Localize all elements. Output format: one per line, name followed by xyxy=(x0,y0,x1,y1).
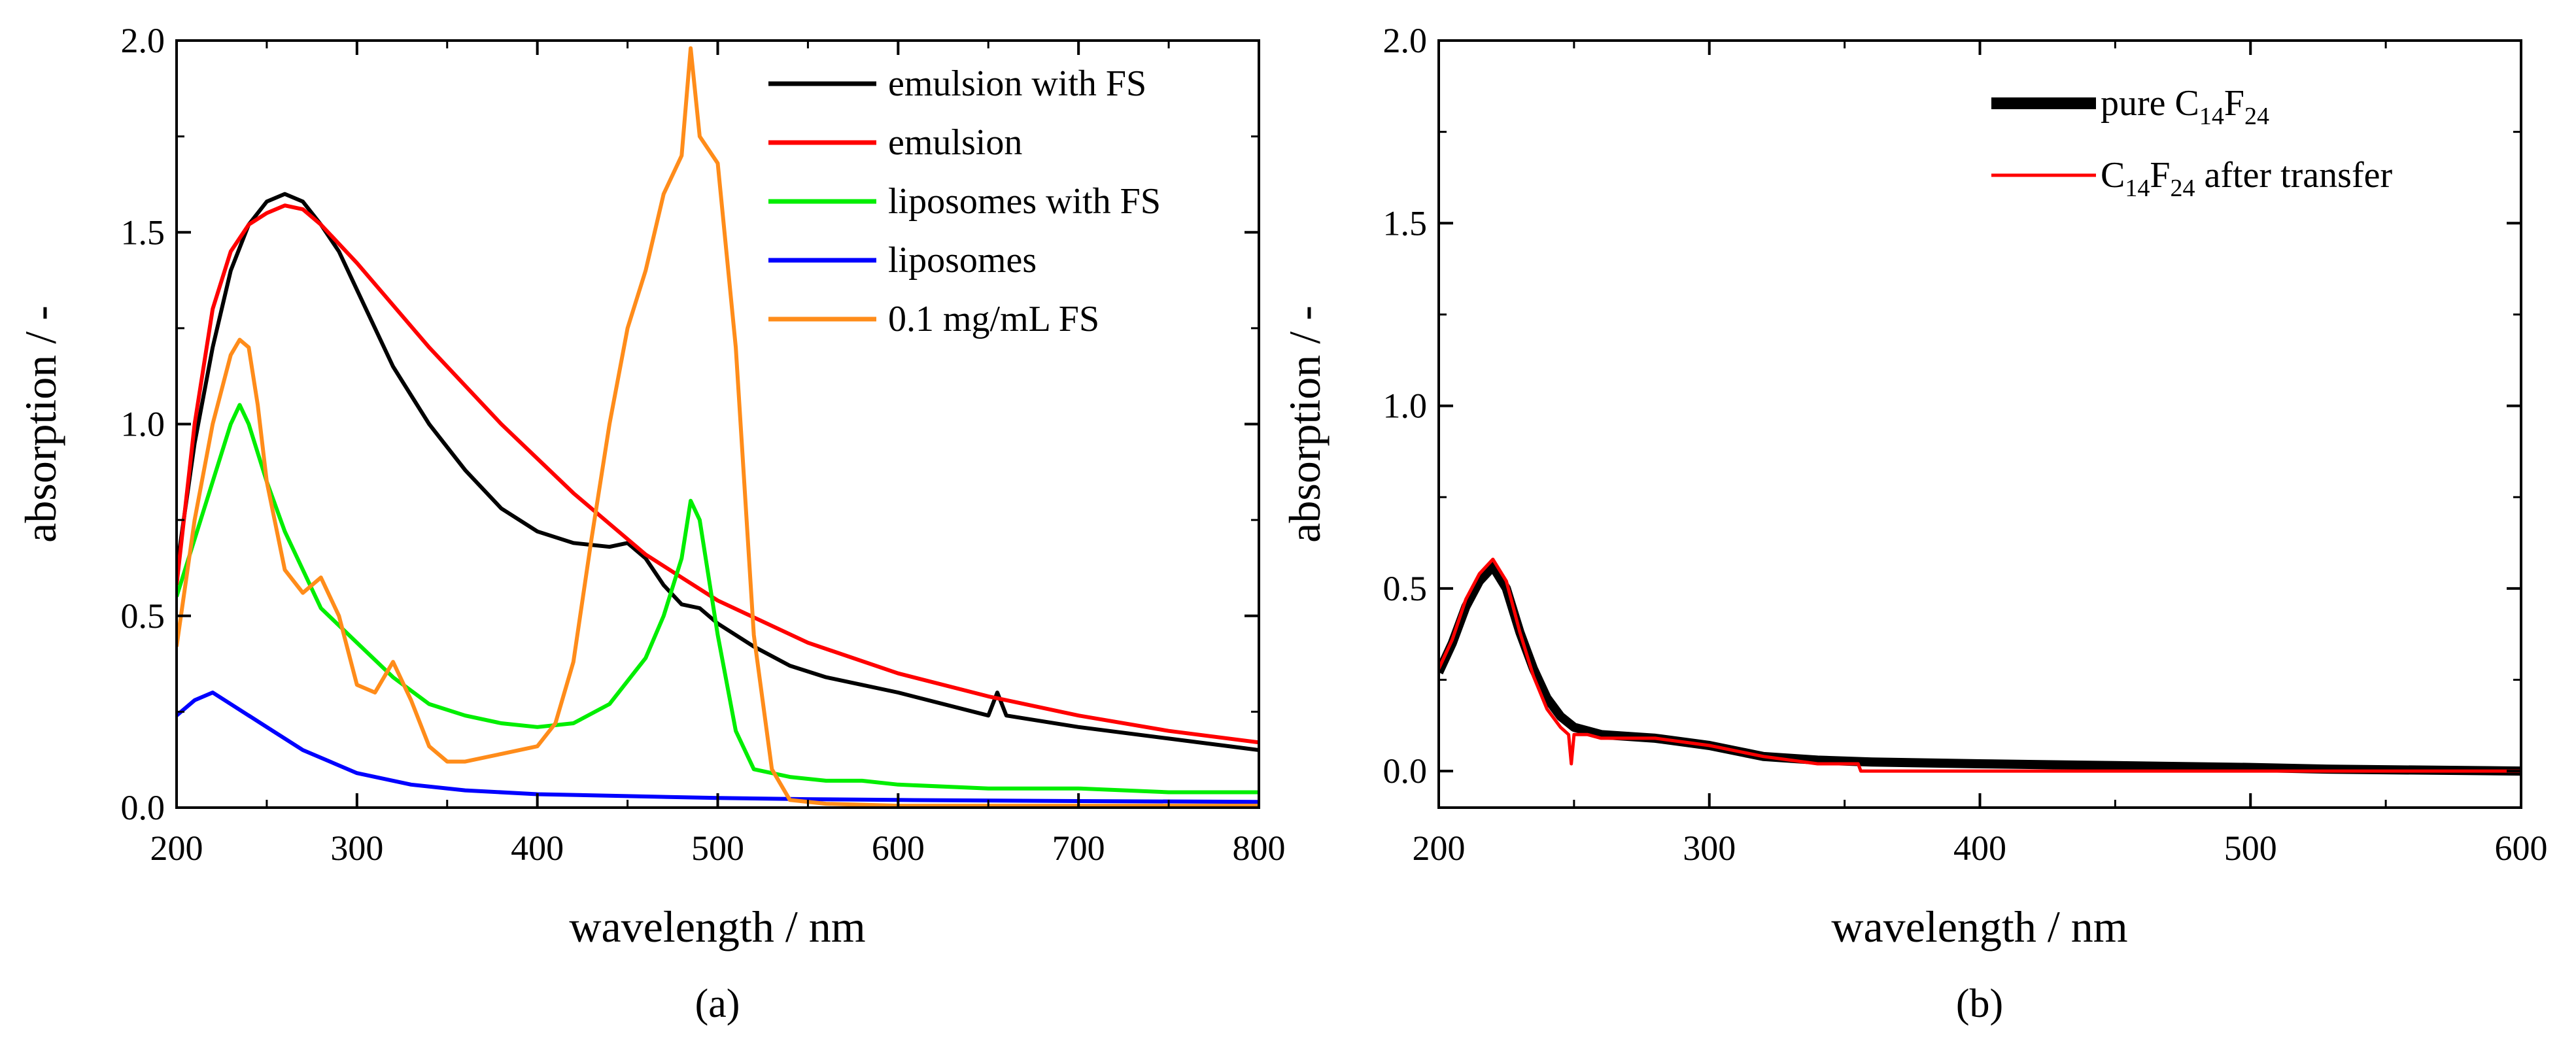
x-tick-label: 600 xyxy=(872,829,925,868)
x-tick-label: 500 xyxy=(2224,829,2277,868)
series-line-2 xyxy=(177,203,1259,745)
legend-entry: liposomes with FS xyxy=(888,181,1161,222)
y-tick-label: 0.5 xyxy=(121,596,165,636)
y-axis-title: absorption / - xyxy=(1280,305,1330,543)
y-tick-label: 1.0 xyxy=(121,405,165,444)
legend: emulsion with FS emulsion liposomes with F… xyxy=(768,63,1161,339)
panel-label: (a) xyxy=(695,982,740,1026)
x-axis-title: wavelength / nm xyxy=(1831,902,2127,951)
series-line-4 xyxy=(177,691,1259,804)
legend-entry: emulsion with FS xyxy=(888,63,1146,104)
plot-frame xyxy=(175,39,1260,809)
series-line-3 xyxy=(177,403,1259,795)
x-tick-label: 400 xyxy=(1953,829,2006,868)
series-line-2 xyxy=(1439,557,2521,773)
y-tick-label: 1.5 xyxy=(121,213,165,252)
chart-panel-a: 200 300 400 500 600 700 800 0.0 0.5 1.0 1.5 2.0 wave… xyxy=(16,21,1286,1026)
y-tick-label: 2.0 xyxy=(1383,21,1428,60)
x-tick-label: 700 xyxy=(1052,829,1105,868)
y-tick-label: 0.5 xyxy=(1383,569,1428,608)
y-tick-label: 1.5 xyxy=(1383,203,1428,243)
x-tick-label: 500 xyxy=(691,829,744,868)
y-tick-label: 0.0 xyxy=(121,788,165,827)
x-axis-title: wavelength / nm xyxy=(569,902,865,951)
series-line-1 xyxy=(177,192,1259,752)
plot-area xyxy=(177,46,1259,808)
x-tick-label: 200 xyxy=(150,829,203,868)
series-line-1 xyxy=(1439,562,2521,776)
x-tick-label: 200 xyxy=(1413,829,1466,868)
plot-area xyxy=(1439,557,2521,776)
x-tick-label: 800 xyxy=(1233,829,1286,868)
y-tick-label: 2.0 xyxy=(121,21,165,60)
chart-panel-b: 200 300 400 500 600 0.0 0.5 1.0 1.5 2.0 wavelength… xyxy=(1280,21,2548,1026)
x-tick-label: 300 xyxy=(330,829,383,868)
x-tick-label: 300 xyxy=(1683,829,1736,868)
panel-label: (b) xyxy=(1956,982,2003,1026)
legend-entry: liposomes xyxy=(888,240,1037,281)
series-line-5 xyxy=(177,46,1259,808)
x-tick-label: 400 xyxy=(511,829,564,868)
x-tick-label: 600 xyxy=(2495,829,2548,868)
legend: pure C14F24 C14F24 after transfer xyxy=(1991,83,2392,202)
legend-entry: pure C14F24 xyxy=(2101,83,2269,130)
legend-entry: C14F24 after transfer xyxy=(2101,155,2392,202)
y-tick-label: 1.0 xyxy=(1383,386,1428,426)
legend-entry: emulsion xyxy=(888,122,1022,163)
legend-entry: 0.1 mg/mL FS xyxy=(888,299,1099,339)
y-tick-label: 0.0 xyxy=(1383,751,1428,791)
y-axis-title: absorption / - xyxy=(16,305,65,543)
